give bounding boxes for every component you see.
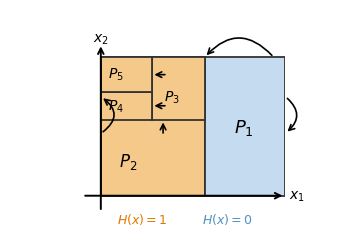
- Text: $H(x)=0$: $H(x)=0$: [202, 211, 253, 226]
- Bar: [101, 58, 205, 196]
- Bar: [152, 58, 205, 120]
- Bar: [205, 58, 285, 196]
- Bar: [101, 58, 152, 93]
- Text: $P_2$: $P_2$: [119, 152, 138, 171]
- Bar: [101, 93, 152, 120]
- Text: $P_1$: $P_1$: [234, 117, 254, 137]
- Text: $P_5$: $P_5$: [108, 66, 124, 82]
- Text: $P_4$: $P_4$: [108, 98, 124, 115]
- Text: $H(x)=1$: $H(x)=1$: [117, 211, 168, 226]
- Text: $x_2$: $x_2$: [93, 32, 109, 47]
- Text: $P_3$: $P_3$: [165, 89, 180, 105]
- Text: $x_1$: $x_1$: [289, 189, 305, 203]
